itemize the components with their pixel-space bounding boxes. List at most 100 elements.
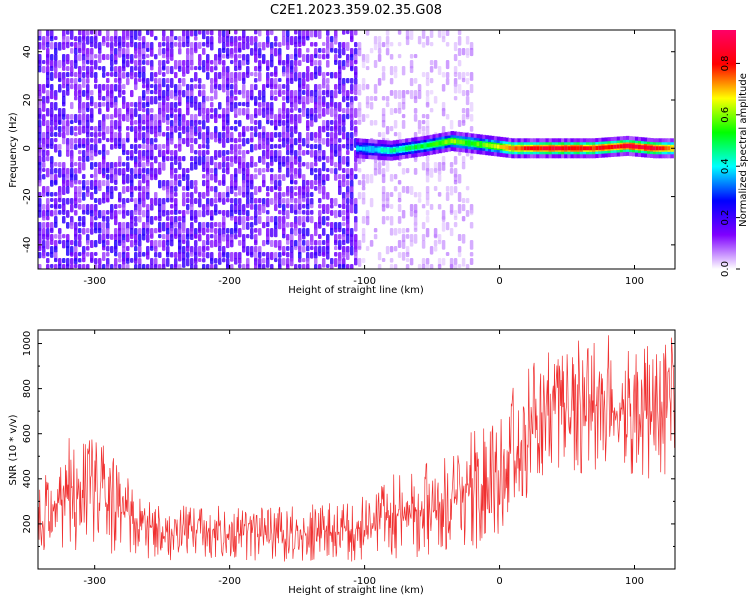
noise-cell xyxy=(310,60,314,67)
noise-cell xyxy=(58,78,62,83)
noise-cell xyxy=(90,240,94,249)
noise-cell xyxy=(134,150,138,155)
noise-cell xyxy=(122,168,126,176)
noise-cell xyxy=(214,84,218,90)
noise-cell xyxy=(254,132,258,138)
noise-cell xyxy=(286,96,290,104)
noise-cell xyxy=(42,192,46,197)
noise-cell xyxy=(318,234,322,240)
noise-cell xyxy=(218,60,222,65)
noise-cell xyxy=(357,48,362,57)
noise-cell xyxy=(322,48,326,54)
noise-cell xyxy=(238,252,242,260)
noise-cell xyxy=(326,222,330,227)
noise-cell xyxy=(282,258,286,266)
noise-cell xyxy=(98,234,102,244)
noise-cell xyxy=(294,246,298,251)
noise-cell xyxy=(393,66,398,73)
noise-cell xyxy=(294,156,298,165)
noise-cell xyxy=(425,258,430,265)
noise-cell xyxy=(238,198,242,205)
noise-cell xyxy=(206,210,210,216)
signal-cell xyxy=(389,148,394,153)
noise-cell xyxy=(158,180,162,189)
noise-cell xyxy=(453,72,458,77)
snr-y-tick-label: 600 xyxy=(22,424,33,443)
noise-cell xyxy=(369,198,374,208)
noise-cell xyxy=(134,222,138,227)
noise-cell xyxy=(373,168,378,176)
spectrogram-frame xyxy=(37,29,676,270)
noise-cell xyxy=(298,138,302,144)
signal-cell xyxy=(479,142,484,147)
noise-cell xyxy=(421,42,426,48)
noise-cell xyxy=(425,114,430,120)
noise-cell xyxy=(242,186,246,194)
noise-cell xyxy=(461,234,466,244)
noise-cell xyxy=(82,258,86,263)
noise-cell xyxy=(433,168,438,173)
noise-cell xyxy=(122,258,126,265)
noise-cell xyxy=(266,216,270,224)
noise-cell xyxy=(262,144,266,150)
noise-cell xyxy=(242,102,246,107)
noise-cell xyxy=(445,30,450,37)
noise-cell xyxy=(90,42,94,48)
noise-cell xyxy=(322,210,326,215)
noise-cell xyxy=(354,42,358,48)
noise-cell xyxy=(206,252,210,259)
noise-cell xyxy=(70,180,74,188)
noise-cell xyxy=(166,210,170,216)
noise-cell xyxy=(38,42,42,50)
noise-cell xyxy=(178,114,182,121)
noise-cell xyxy=(150,144,154,152)
noise-cell xyxy=(90,48,94,55)
noise-cell xyxy=(306,228,310,237)
noise-cell xyxy=(86,72,90,79)
noise-cell xyxy=(134,138,138,143)
noise-cell xyxy=(142,156,146,161)
noise-cell xyxy=(166,84,170,92)
noise-cell xyxy=(218,54,222,61)
noise-cell xyxy=(54,222,58,228)
noise-cell xyxy=(226,156,230,162)
noise-cell xyxy=(142,42,146,50)
noise-cell xyxy=(234,258,238,265)
noise-cell xyxy=(294,186,298,191)
noise-cell xyxy=(166,78,170,84)
noise-cell xyxy=(425,264,430,269)
noise-cell xyxy=(106,78,110,83)
noise-cell xyxy=(206,30,210,35)
noise-cell xyxy=(262,42,266,51)
noise-cell xyxy=(334,258,338,268)
noise-cell xyxy=(250,48,254,56)
noise-cell xyxy=(262,264,266,269)
noise-cell xyxy=(198,156,202,166)
noise-cell xyxy=(238,48,242,53)
noise-cell xyxy=(365,114,370,119)
noise-cell xyxy=(170,54,174,61)
noise-cell xyxy=(310,210,314,215)
noise-cell xyxy=(342,216,346,222)
noise-cell xyxy=(286,84,290,92)
noise-cell xyxy=(453,186,458,194)
noise-cell xyxy=(405,228,410,233)
noise-cell xyxy=(146,204,150,212)
noise-cell xyxy=(74,48,78,55)
noise-cell xyxy=(126,186,130,193)
noise-cell xyxy=(278,210,282,215)
noise-cell xyxy=(174,264,178,269)
noise-cell xyxy=(166,66,170,75)
spectrogram-y-tick-label: 20 xyxy=(22,94,33,107)
noise-cell xyxy=(98,54,102,64)
noise-cell xyxy=(74,60,78,69)
noise-cell xyxy=(62,204,66,212)
noise-cell xyxy=(461,198,466,204)
noise-cell xyxy=(262,90,266,98)
noise-cell xyxy=(234,96,238,101)
noise-cell xyxy=(78,258,82,263)
noise-cell xyxy=(134,240,138,246)
noise-cell xyxy=(154,198,158,206)
noise-cell xyxy=(270,54,274,62)
noise-cell xyxy=(278,60,282,66)
